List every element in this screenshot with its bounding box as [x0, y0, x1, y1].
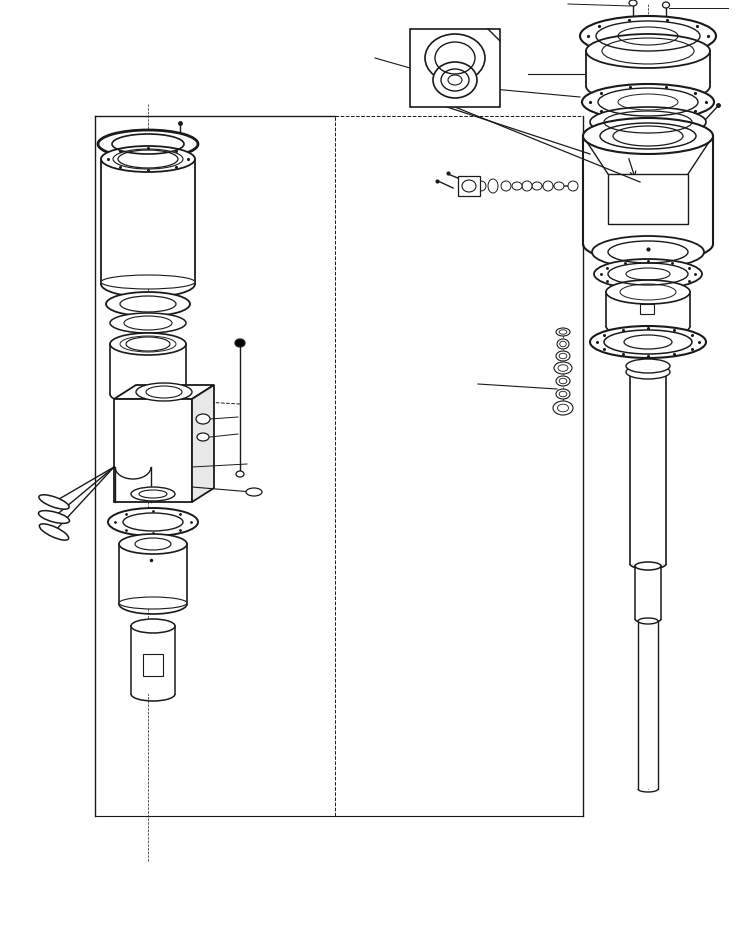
Ellipse shape — [38, 511, 70, 523]
Ellipse shape — [582, 84, 714, 120]
Bar — [143, 654, 163, 676]
Bar — [410, 29, 500, 107]
Ellipse shape — [98, 130, 198, 158]
Ellipse shape — [580, 16, 716, 56]
Ellipse shape — [236, 471, 244, 477]
Polygon shape — [586, 51, 710, 86]
Ellipse shape — [556, 351, 570, 361]
Ellipse shape — [554, 362, 572, 374]
Ellipse shape — [512, 182, 522, 190]
Ellipse shape — [543, 181, 553, 191]
Ellipse shape — [501, 181, 511, 191]
Bar — [114, 399, 192, 502]
Ellipse shape — [108, 508, 198, 536]
Polygon shape — [635, 566, 661, 619]
Ellipse shape — [40, 524, 69, 540]
Ellipse shape — [101, 146, 195, 172]
Ellipse shape — [110, 333, 186, 355]
Ellipse shape — [554, 182, 564, 190]
Ellipse shape — [425, 34, 485, 82]
Ellipse shape — [592, 236, 704, 268]
Ellipse shape — [553, 401, 573, 415]
Bar — [608, 174, 688, 224]
Ellipse shape — [119, 597, 187, 609]
Polygon shape — [630, 366, 666, 564]
Ellipse shape — [556, 376, 570, 386]
Ellipse shape — [556, 328, 570, 336]
Ellipse shape — [476, 181, 486, 191]
Ellipse shape — [131, 487, 175, 501]
Polygon shape — [638, 621, 658, 789]
Ellipse shape — [590, 107, 706, 137]
Ellipse shape — [522, 181, 532, 191]
Ellipse shape — [626, 359, 670, 373]
Ellipse shape — [594, 259, 702, 289]
Ellipse shape — [433, 62, 477, 98]
Ellipse shape — [583, 118, 713, 154]
Ellipse shape — [557, 339, 569, 349]
Polygon shape — [131, 626, 175, 694]
Ellipse shape — [197, 433, 209, 441]
Bar — [458, 176, 480, 196]
Ellipse shape — [629, 0, 637, 6]
Ellipse shape — [606, 280, 690, 304]
Ellipse shape — [101, 275, 195, 289]
Polygon shape — [114, 385, 214, 399]
Polygon shape — [101, 159, 195, 284]
Ellipse shape — [590, 326, 706, 358]
Ellipse shape — [556, 389, 570, 399]
Polygon shape — [583, 136, 713, 244]
Bar — [640, 304, 654, 314]
Ellipse shape — [106, 292, 190, 316]
Ellipse shape — [235, 339, 245, 347]
Ellipse shape — [638, 618, 658, 624]
Ellipse shape — [568, 181, 578, 191]
Ellipse shape — [136, 383, 192, 401]
Polygon shape — [110, 344, 186, 394]
Ellipse shape — [586, 34, 710, 68]
Ellipse shape — [663, 2, 670, 8]
Polygon shape — [606, 292, 690, 326]
Ellipse shape — [630, 361, 666, 371]
Ellipse shape — [110, 313, 186, 333]
Ellipse shape — [39, 495, 69, 509]
Polygon shape — [119, 544, 187, 604]
Ellipse shape — [488, 179, 498, 193]
Ellipse shape — [532, 182, 542, 190]
Ellipse shape — [131, 619, 175, 633]
Ellipse shape — [626, 365, 670, 379]
Ellipse shape — [635, 562, 661, 570]
Polygon shape — [192, 385, 214, 502]
Ellipse shape — [119, 534, 187, 554]
Ellipse shape — [196, 414, 210, 424]
Ellipse shape — [246, 488, 262, 496]
